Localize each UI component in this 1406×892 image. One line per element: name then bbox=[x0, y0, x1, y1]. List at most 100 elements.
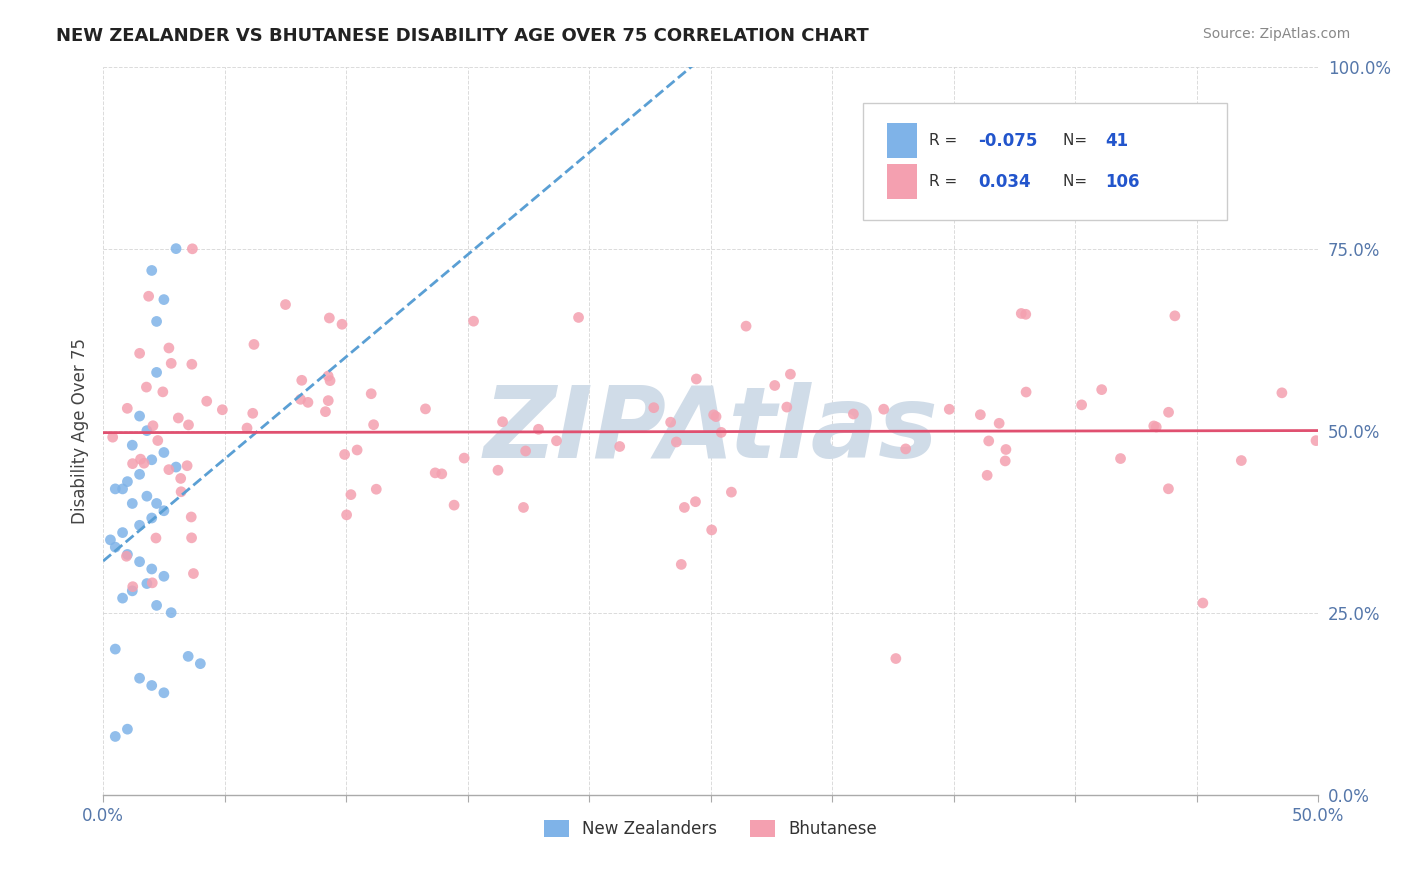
Bhutanese bbox=[415, 401, 437, 416]
New Zealanders bbox=[117, 722, 139, 736]
Bhutanese bbox=[1143, 419, 1166, 434]
Bhutanese bbox=[1070, 398, 1092, 412]
Bhutanese bbox=[135, 380, 157, 394]
New Zealanders bbox=[153, 569, 176, 583]
Bhutanese bbox=[659, 415, 682, 429]
Bhutanese bbox=[512, 500, 534, 515]
Bhutanese bbox=[176, 458, 198, 473]
Bhutanese bbox=[183, 566, 205, 581]
Bhutanese bbox=[319, 374, 342, 388]
Text: R =: R = bbox=[929, 134, 963, 148]
New Zealanders bbox=[121, 438, 143, 452]
Bhutanese bbox=[567, 310, 589, 325]
Bhutanese bbox=[720, 485, 742, 500]
New Zealanders bbox=[165, 242, 187, 256]
Bhutanese bbox=[170, 484, 193, 499]
Text: N=: N= bbox=[1063, 134, 1092, 148]
Bhutanese bbox=[443, 498, 465, 512]
New Zealanders bbox=[153, 504, 176, 518]
Bhutanese bbox=[330, 318, 353, 332]
Bhutanese bbox=[671, 558, 693, 572]
Bhutanese bbox=[704, 409, 727, 424]
Bhutanese bbox=[177, 417, 200, 432]
FancyBboxPatch shape bbox=[887, 164, 917, 199]
Bhutanese bbox=[101, 430, 124, 444]
Bhutanese bbox=[297, 395, 319, 409]
Bhutanese bbox=[142, 418, 165, 433]
New Zealanders bbox=[104, 642, 127, 657]
New Zealanders bbox=[128, 518, 150, 533]
Bhutanese bbox=[274, 297, 297, 311]
Bhutanese bbox=[340, 488, 363, 502]
Bhutanese bbox=[211, 402, 233, 417]
Bhutanese bbox=[938, 402, 960, 417]
New Zealanders bbox=[117, 548, 139, 562]
Text: 41: 41 bbox=[1105, 132, 1129, 150]
Text: Source: ZipAtlas.com: Source: ZipAtlas.com bbox=[1202, 27, 1350, 41]
Bhutanese bbox=[180, 510, 202, 524]
Bhutanese bbox=[1109, 451, 1132, 466]
Bhutanese bbox=[1010, 306, 1032, 320]
New Zealanders bbox=[153, 445, 176, 459]
Bhutanese bbox=[333, 448, 356, 462]
New Zealanders bbox=[128, 555, 150, 569]
Bhutanese bbox=[430, 467, 453, 481]
Bhutanese bbox=[988, 417, 1011, 431]
Bhutanese bbox=[1015, 385, 1038, 400]
Bhutanese bbox=[128, 346, 150, 360]
Bhutanese bbox=[527, 422, 550, 436]
Bhutanese bbox=[1164, 309, 1187, 323]
Bhutanese bbox=[346, 442, 368, 457]
Bhutanese bbox=[673, 500, 696, 515]
Text: R =: R = bbox=[929, 174, 963, 189]
Bhutanese bbox=[152, 384, 174, 399]
Text: 0.034: 0.034 bbox=[979, 173, 1031, 191]
Bhutanese bbox=[117, 401, 139, 416]
Bhutanese bbox=[425, 466, 447, 480]
Bhutanese bbox=[643, 401, 665, 415]
Bhutanese bbox=[463, 314, 485, 328]
Text: N=: N= bbox=[1063, 174, 1092, 189]
Bhutanese bbox=[976, 468, 998, 483]
Bhutanese bbox=[157, 341, 180, 355]
Bhutanese bbox=[146, 434, 169, 448]
Bhutanese bbox=[1271, 385, 1294, 400]
Bhutanese bbox=[1192, 596, 1215, 610]
Y-axis label: Disability Age Over 75: Disability Age Over 75 bbox=[72, 338, 89, 524]
New Zealanders bbox=[121, 583, 143, 598]
Bhutanese bbox=[316, 393, 339, 408]
Bhutanese bbox=[873, 402, 896, 417]
New Zealanders bbox=[111, 482, 134, 496]
Text: NEW ZEALANDER VS BHUTANESE DISABILITY AGE OVER 75 CORRELATION CHART: NEW ZEALANDER VS BHUTANESE DISABILITY AG… bbox=[56, 27, 869, 45]
New Zealanders bbox=[111, 525, 134, 540]
Bhutanese bbox=[735, 319, 758, 334]
Bhutanese bbox=[366, 482, 388, 496]
Bhutanese bbox=[1091, 383, 1114, 397]
New Zealanders bbox=[145, 496, 167, 510]
New Zealanders bbox=[117, 475, 139, 489]
Bhutanese bbox=[291, 373, 314, 387]
New Zealanders bbox=[153, 293, 176, 307]
Bhutanese bbox=[236, 421, 259, 435]
Bhutanese bbox=[195, 394, 218, 409]
Bhutanese bbox=[336, 508, 359, 522]
Bhutanese bbox=[157, 462, 180, 476]
FancyBboxPatch shape bbox=[863, 103, 1227, 219]
New Zealanders bbox=[111, 591, 134, 606]
New Zealanders bbox=[188, 657, 211, 671]
New Zealanders bbox=[165, 460, 187, 475]
New Zealanders bbox=[135, 576, 157, 591]
New Zealanders bbox=[160, 606, 183, 620]
Bhutanese bbox=[977, 434, 1000, 448]
Bhutanese bbox=[129, 452, 152, 467]
Bhutanese bbox=[121, 457, 143, 471]
Bhutanese bbox=[360, 386, 382, 401]
Text: 106: 106 bbox=[1105, 173, 1140, 191]
New Zealanders bbox=[141, 562, 163, 576]
Bhutanese bbox=[290, 392, 312, 407]
Bhutanese bbox=[842, 407, 865, 421]
Bhutanese bbox=[779, 367, 801, 381]
FancyBboxPatch shape bbox=[887, 123, 917, 158]
Bhutanese bbox=[969, 408, 991, 422]
New Zealanders bbox=[145, 599, 167, 613]
